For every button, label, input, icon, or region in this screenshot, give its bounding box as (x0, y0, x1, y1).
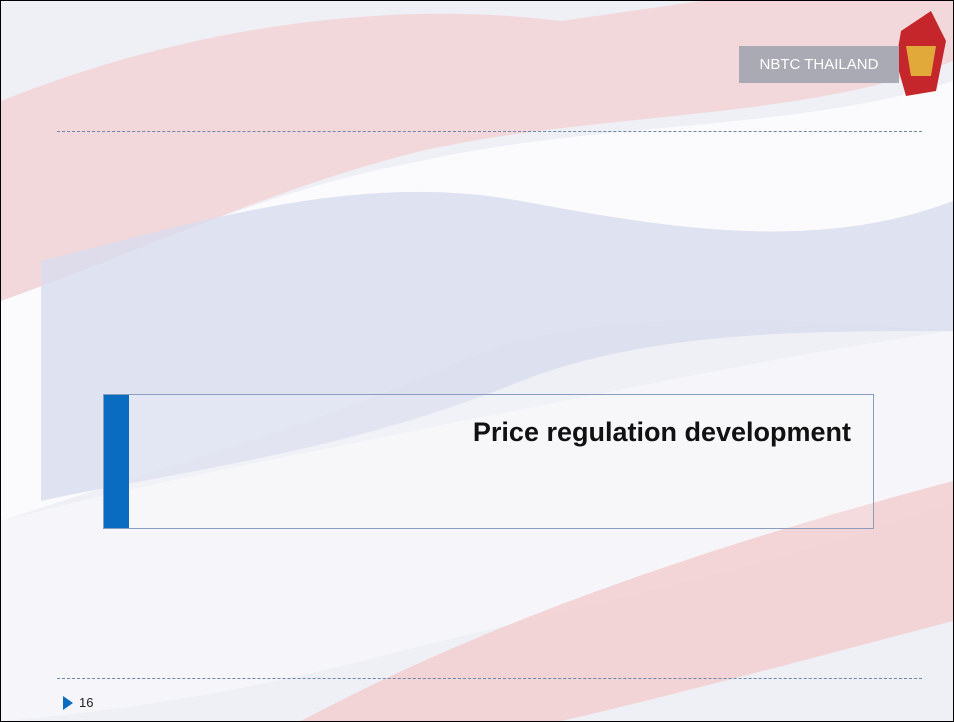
title-box: Price regulation development (103, 394, 874, 529)
slide-title: Price regulation development (473, 417, 851, 448)
divider (57, 678, 922, 679)
flag-background (1, 1, 953, 721)
bullet-arrow (61, 695, 75, 711)
page: {"header": {"badge": "NBTC THAILAND"}, "… (0, 0, 954, 722)
page-number: 16 (79, 695, 93, 710)
slide: NBTC THAILAND Price regulation developme… (0, 0, 954, 722)
accent-bar (104, 395, 129, 528)
divider (57, 131, 922, 132)
badge: NBTC THAILAND (739, 46, 899, 83)
